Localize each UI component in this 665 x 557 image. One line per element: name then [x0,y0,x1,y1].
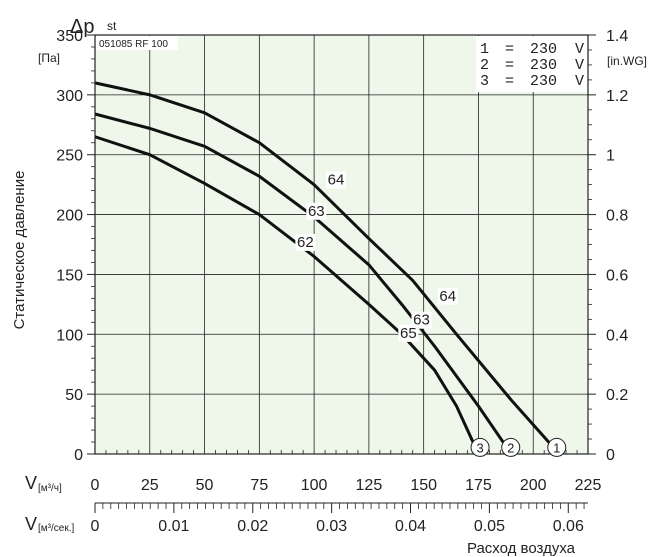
curve-end-label: 3 [476,440,483,455]
y-tick-label: 200 [56,208,83,225]
series-line-2 [94,112,506,446]
curve-label-bg [295,233,316,251]
legend-equals: = [505,57,514,74]
y-tick-label: 50 [65,387,83,404]
x-axis-m3s-unit: [м³/сек.] [38,523,74,534]
y-tick-label: 150 [56,267,83,284]
x-axis-m3h-symbol: V [25,473,37,493]
legend-number: 2 [480,57,489,74]
curve-label-bg [398,324,419,342]
y-right-tick-label: 0.8 [606,208,628,225]
y-tick-label: 300 [56,88,83,105]
curve-label: 63 [413,312,430,329]
chart-title-sub: st [107,19,117,33]
y-tick-label: 100 [56,327,83,344]
curve-label-bg [306,202,327,220]
curve-end-marker [547,437,567,457]
x2-tick-label: 0.01 [158,518,189,535]
curve-label-bg [411,311,432,329]
y-right-tick-label: 1.2 [606,88,628,105]
chart-title-main: Δp [70,16,94,38]
x-axis-m3s-symbol: V [25,514,37,534]
x2-tick-label: 0.04 [395,518,426,535]
x-tick-label: 100 [301,477,328,494]
legend: 1 = 230 V 2 = 230 V 3 = 230 V [480,41,584,90]
curve-end-label: 1 [553,440,560,455]
curve-end-markers: 1 2 3 [470,437,567,457]
x2-tick-label: 0 [91,518,100,535]
x-tick-label: 200 [520,477,547,494]
plot-background [95,35,588,454]
curve-label: 64 [328,172,345,189]
series-lines [94,81,552,446]
y-right-tick-label: 0.2 [606,387,628,404]
x2-tick-label: 0.02 [237,518,268,535]
y-axis-label: Статическое давление [11,171,28,330]
y-tick-label: 0 [74,447,83,464]
x-axis-m3h-unit: [м³/ч] [38,483,62,494]
y-right-tick-label: 0.4 [606,327,628,344]
legend-unit: V [575,41,584,58]
legend-number: 1 [480,41,489,58]
y-axis-unit: [Па] [38,51,60,65]
y-right-tick-label: 0.6 [606,267,628,284]
y-tick-label: 350 [56,28,83,45]
x-axis-m3s: 0 0.01 0.02 0.03 0.04 0.05 0.06 [91,502,588,535]
legend-voltage: 230 [530,57,557,74]
y-right-axis: 0 0.2 0.4 0.6 0.8 1 1.2 1.4 [588,28,628,464]
x-tick-label: 225 [575,477,602,494]
x-tick-label: 75 [250,477,268,494]
series-line-1 [94,81,552,446]
curve-label: 62 [297,234,314,251]
x-tick-label: 50 [196,477,214,494]
legend-voltage: 230 [530,41,557,58]
x-axis-m3h: 0 25 50 75 100 125 150 175 200 225 [91,450,602,494]
legend-equals: = [505,73,514,90]
curve-label: 64 [439,288,456,305]
y-right-tick-label: 1.4 [606,28,628,45]
y-right-tick-label: 0 [606,447,615,464]
legend-box [476,36,587,92]
curve-end-label: 2 [507,440,514,455]
legend-number: 3 [480,73,489,90]
y-tick-label: 250 [56,148,83,165]
series-line-3 [94,135,476,446]
y-right-tick-label: 1 [606,148,615,165]
x2-tick-label: 0.05 [474,518,505,535]
model-label-box [96,36,178,50]
curve-label-bg [437,287,458,305]
y-right-unit: [in.WG] [607,54,647,68]
curve-label: 63 [308,203,325,220]
curve-label-bg [326,171,347,189]
legend-unit: V [575,57,584,74]
x-tick-label: 150 [410,477,437,494]
x-tick-label: 175 [465,477,492,494]
y-left-axis: 0 50 100 150 200 250 300 350 [56,28,95,464]
x-tick-label: 25 [141,477,159,494]
legend-voltage: 230 [530,73,557,90]
curve-end-marker [470,437,490,457]
x2-tick-label: 0.06 [553,518,584,535]
legend-equals: = [505,41,514,58]
x2-tick-label: 0.03 [316,518,347,535]
x-tick-label: 125 [356,477,383,494]
x-tick-label: 0 [91,477,100,494]
x-axis-label: Расход воздуха [467,540,576,557]
legend-unit: V [575,73,584,90]
curve-label: 65 [400,325,417,342]
curve-end-marker [501,437,521,457]
model-label: 051085 RF 100 [99,39,168,50]
